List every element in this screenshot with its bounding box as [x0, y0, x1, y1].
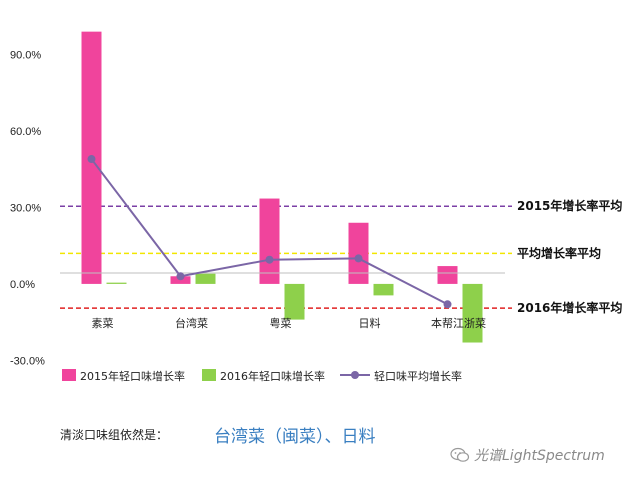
average-growth-line — [87, 155, 452, 309]
bar-0-3 — [348, 222, 369, 284]
average-point — [443, 300, 452, 309]
bar-0-2 — [259, 198, 280, 284]
reference-label-2: 2016年增长率平均 — [517, 300, 622, 315]
legend-label-2016: 2016年轻口味增长率 — [220, 369, 325, 383]
x-category-label: 粤菜 — [270, 316, 292, 330]
y-tick-label: 0.0% — [10, 279, 35, 291]
average-point — [176, 272, 185, 281]
x-category-label: 本帮江浙菜 — [431, 316, 486, 330]
y-axis-ticks: -30.0% 0.0% 30.0% 60.0% 90.0% — [10, 50, 45, 368]
bars — [81, 31, 483, 343]
x-category-label: 日料 — [359, 316, 381, 330]
watermark: 光谱LightSpectrum — [450, 445, 605, 465]
y-tick-label: 60.0% — [10, 126, 41, 138]
y-tick-label: 30.0% — [10, 202, 41, 214]
bar-1-2 — [284, 283, 305, 320]
legend-swatch-2016 — [202, 369, 216, 381]
x-category-label: 台湾菜 — [175, 316, 208, 330]
legend-marker-average — [351, 371, 359, 379]
caption-highlight: 台湾菜（闽菜）、日料 — [214, 427, 376, 447]
y-tick-label: 90.0% — [10, 50, 41, 62]
x-category-label: 素菜 — [92, 317, 114, 330]
bar-1-1 — [195, 273, 216, 284]
average-point — [87, 155, 96, 164]
wechat-icon — [450, 447, 470, 462]
caption-label: 清淡口味组依然是： — [60, 428, 169, 442]
bar-1-3 — [373, 283, 394, 296]
legend-label-2015: 2015年轻口味增长率 — [80, 369, 185, 383]
bar-1-4 — [462, 283, 483, 343]
average-point — [265, 255, 274, 264]
bar-1-0 — [106, 282, 127, 284]
bar-0-4 — [437, 266, 458, 284]
watermark-text: 光谱LightSpectrum — [474, 448, 605, 464]
y-tick-label: -30.0% — [10, 355, 45, 367]
legend-label-average: 轻口味平均增长率 — [374, 369, 462, 383]
reference-label-1: 平均增长率平均 — [517, 245, 601, 260]
legend: 2015年轻口味增长率 2016年轻口味增长率 轻口味平均增长率 — [62, 369, 462, 383]
category-labels: 素菜 台湾菜 粤菜 日料 本帮江浙菜 — [92, 316, 487, 330]
reference-label-0: 2015年增长率平均 — [517, 198, 622, 213]
legend-swatch-2015 — [62, 369, 76, 381]
average-point — [354, 254, 363, 263]
